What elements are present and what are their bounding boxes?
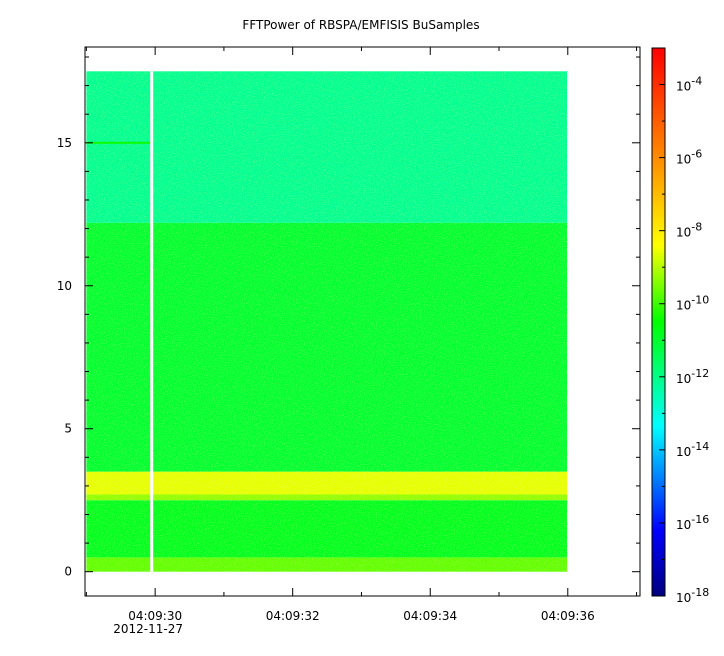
colorbar-tick-label: 10-10 (676, 294, 709, 313)
y-tick-label: 10 (57, 279, 72, 293)
x-tick-label: 04:09:36 (541, 609, 595, 623)
colorbar-tick-label: 10-14 (676, 440, 709, 459)
y-tick-label: 0 (64, 565, 72, 579)
x-tick-label: 04:09:34 (403, 609, 457, 623)
colorbar-tick-label: 10-12 (676, 367, 709, 386)
colorbar-tick-label: 10-4 (676, 75, 702, 94)
y-tick-label: 5 (64, 422, 72, 436)
y-tick-label: 15 (57, 136, 72, 150)
colorbar-tick-label: 10-8 (676, 221, 702, 240)
x-tick-label: 04:09:32 (266, 609, 320, 623)
colorbar-ticks: 10-18 10-16 10-14 10-12 10-10 10-8 10-6 10-4 (659, 47, 709, 605)
colorbar-tick-label: 10-6 (676, 148, 702, 167)
plot-frame (84, 46, 641, 597)
colorbar-gradient (651, 47, 666, 597)
spectrogram-image (86, 71, 568, 572)
colorbar-tick-label: 10-16 (676, 513, 709, 532)
spectrogram-noise (86, 71, 568, 572)
colorbar: 10-18 10-16 10-14 10-12 10-10 10-8 10-6 10-4 (651, 47, 709, 605)
narrowband-line (86, 141, 152, 144)
x-tick-label: 04:09:30 (128, 609, 182, 623)
data-gap (150, 71, 154, 572)
colorbar-tick-label: 10-18 (676, 586, 709, 605)
chart-title: FFTPower of RBSPA/EMFISIS BuSamples (242, 18, 479, 32)
x-tick-date-label: 2012-11-27 (113, 622, 183, 636)
y-axis: 0 5 10 15 (57, 56, 640, 579)
